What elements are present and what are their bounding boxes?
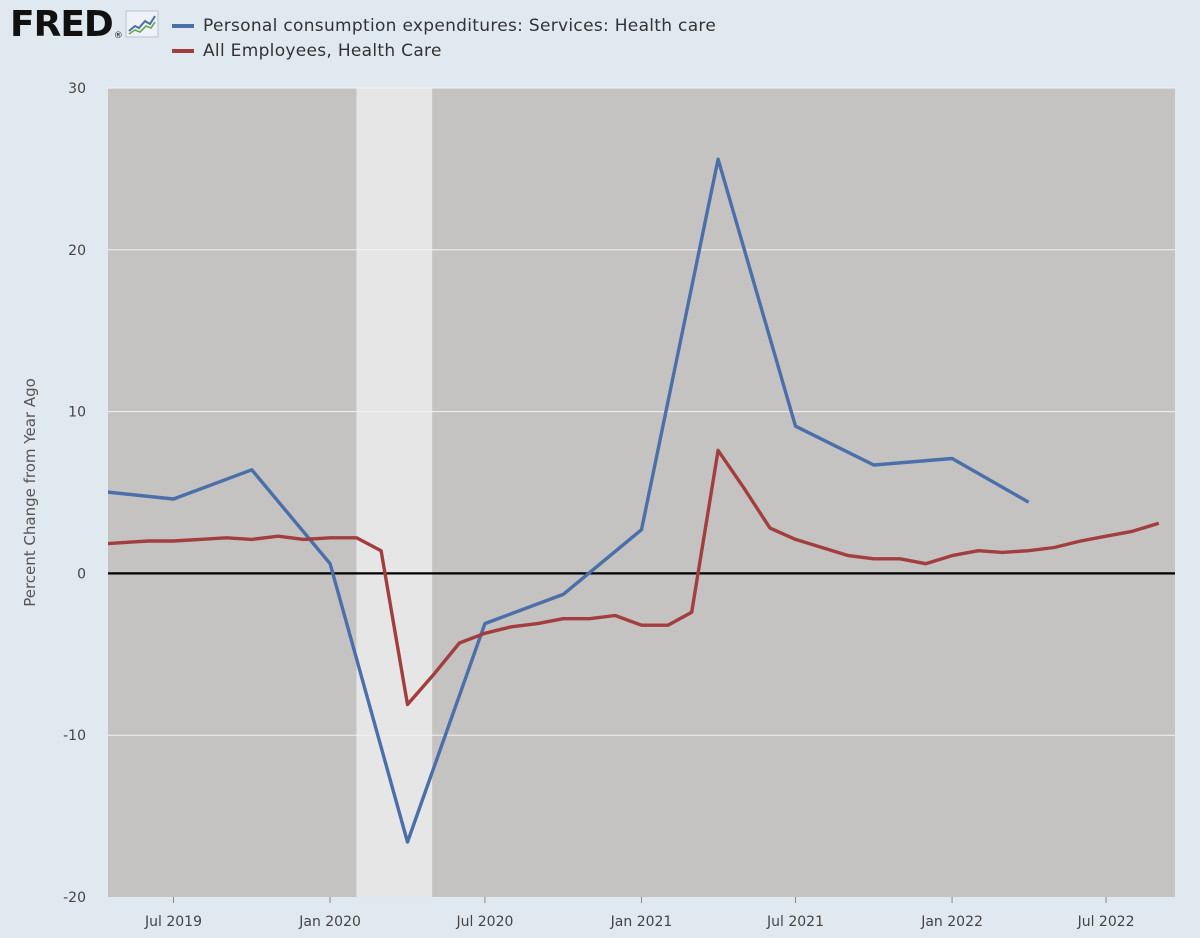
legend-swatch-employees <box>172 49 194 53</box>
series-line-employees-health-care <box>108 448 1160 707</box>
legend: Personal consumption expenditures: Servi… <box>172 14 716 64</box>
x-tick-label: Jul 2021 <box>766 914 824 930</box>
plot-area <box>108 88 1175 897</box>
y-tick-label: -10 <box>63 728 86 744</box>
y-tick-label: 20 <box>68 243 86 259</box>
y-tick-label: 10 <box>68 405 86 421</box>
logo-text: FRED <box>10 4 114 45</box>
legend-item-pce[interactable]: Personal consumption expenditures: Servi… <box>172 14 716 38</box>
legend-label-employees: All Employees, Health Care <box>203 41 442 61</box>
y-tick-label: -20 <box>63 890 86 906</box>
legend-swatch-pce <box>172 24 194 28</box>
x-tick-label: Jul 2022 <box>1077 914 1135 930</box>
y-tick-label: 30 <box>68 81 86 97</box>
fred-logo[interactable]: FRED ® <box>10 5 159 45</box>
x-tick-label: Jan 2021 <box>610 914 673 930</box>
legend-item-employees[interactable]: All Employees, Health Care <box>172 39 716 63</box>
x-tick-label: Jul 2020 <box>455 914 513 930</box>
chart-trend-icon <box>125 10 159 38</box>
y-axis-label: Percent Change from Year Ago <box>21 378 39 607</box>
registered-mark: ® <box>113 31 123 41</box>
y-tick-label: 0 <box>77 566 86 582</box>
x-tick-label: Jan 2020 <box>298 914 361 930</box>
x-tick-label: Jul 2019 <box>144 914 202 930</box>
series-line-pce-health-care <box>108 157 1030 844</box>
legend-label-pce: Personal consumption expenditures: Servi… <box>203 16 717 36</box>
recession-band <box>356 88 433 897</box>
x-tick-label: Jan 2022 <box>920 914 983 930</box>
